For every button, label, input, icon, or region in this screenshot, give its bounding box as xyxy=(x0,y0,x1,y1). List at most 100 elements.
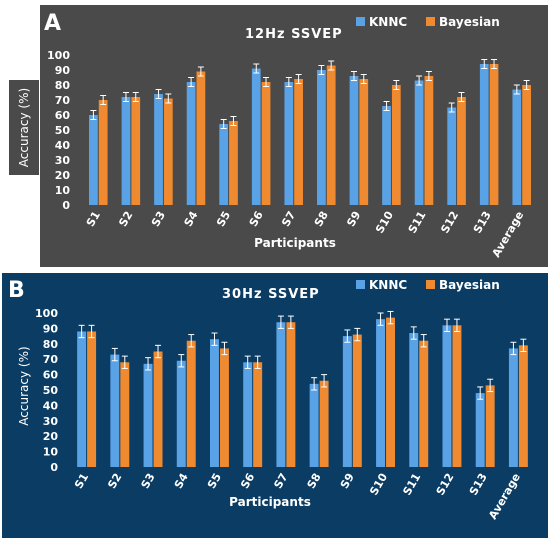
legend-swatch-knnc xyxy=(356,280,365,289)
y-axis-label: Accuracy (%) xyxy=(17,88,31,167)
panel-letter: A xyxy=(44,11,61,36)
bar-knnc-s9 xyxy=(342,336,352,467)
bars xyxy=(77,310,528,467)
bar-bayesian-average xyxy=(518,345,528,467)
error-bar xyxy=(165,93,172,104)
bar-bayesian-average xyxy=(522,85,531,205)
error-bar xyxy=(78,324,85,339)
error-bar xyxy=(287,315,294,329)
y-ticks: 0 10 20 30 40 50 60 70 80 90 100 xyxy=(35,307,58,474)
error-bar xyxy=(383,101,390,111)
bar-knnc-s11 xyxy=(409,333,419,467)
error-bar xyxy=(230,116,237,126)
bar-bayesian-s11 xyxy=(424,76,434,205)
error-bar xyxy=(513,84,520,95)
bar-bayesian-s4 xyxy=(196,71,206,205)
error-bar xyxy=(178,354,185,368)
error-bar xyxy=(111,347,118,362)
y-tick-label: 40 xyxy=(43,399,59,412)
bar-knnc-s1 xyxy=(77,331,87,467)
bar-knnc-average xyxy=(508,348,518,467)
legend-label-bayesian: Bayesian xyxy=(439,15,500,29)
bar-bayesian-s6 xyxy=(261,82,271,205)
y-tick-label: 20 xyxy=(43,430,59,443)
bar-knnc-s12 xyxy=(442,325,452,467)
y-tick-label: 10 xyxy=(43,446,59,459)
bar-bayesian-s7 xyxy=(286,322,296,467)
error-bar xyxy=(481,59,488,69)
legend: KNNC Bayesian xyxy=(356,15,500,29)
bar-bayesian-s3 xyxy=(163,98,173,205)
bar-knnc-s2 xyxy=(110,354,120,467)
y-tick-label: 90 xyxy=(43,322,59,335)
bar-bayesian-s7 xyxy=(294,79,303,205)
error-bar xyxy=(155,89,162,99)
error-bar xyxy=(420,334,427,348)
bar-knnc-s13 xyxy=(479,64,489,205)
bar-knnc-s5 xyxy=(210,339,219,467)
y-tick-label: 70 xyxy=(43,353,59,366)
bar-bayesian-s8 xyxy=(326,65,336,205)
legend-label-knnc: KNNC xyxy=(369,278,407,292)
bars xyxy=(89,59,531,205)
y-tick-label: 50 xyxy=(43,384,59,397)
bar-bayesian-s5 xyxy=(229,121,238,205)
chart-title: 12Hz SSVEP xyxy=(245,27,343,42)
error-bar xyxy=(377,312,384,326)
error-bar xyxy=(453,318,460,332)
bar-bayesian-s8 xyxy=(319,380,329,467)
y-tick-label: 20 xyxy=(55,169,71,182)
bar-knnc-s10 xyxy=(382,106,391,205)
error-bar xyxy=(121,355,128,369)
error-bar xyxy=(188,77,195,87)
bar-bayesian-s12 xyxy=(457,97,466,205)
error-bar xyxy=(360,74,367,84)
error-bar xyxy=(510,341,517,356)
bar-knnc-s13 xyxy=(475,393,485,467)
bar-knnc-s3 xyxy=(143,363,153,467)
y-tick-label: 50 xyxy=(55,124,71,137)
error-bar xyxy=(132,92,139,102)
error-bar xyxy=(122,92,129,102)
legend-swatch-knnc xyxy=(356,17,365,26)
bar-knnc-s9 xyxy=(349,76,359,205)
error-bar xyxy=(277,315,284,329)
y-tick-label: 100 xyxy=(47,49,70,62)
bar-bayesian-s2 xyxy=(131,97,141,205)
bar-bayesian-s12 xyxy=(452,325,462,467)
legend-swatch-bayesian xyxy=(426,17,435,26)
bar-knnc-s4 xyxy=(186,82,196,205)
y-tick-label: 10 xyxy=(55,184,71,197)
ylabel-box xyxy=(9,80,39,175)
bar-bayesian-s4 xyxy=(186,340,196,467)
error-bar xyxy=(523,80,530,90)
error-bar xyxy=(387,310,394,325)
error-bar xyxy=(88,324,95,339)
error-bar xyxy=(220,119,227,129)
bar-knnc-s6 xyxy=(251,68,261,205)
bar-bayesian-s5 xyxy=(219,348,229,467)
y-tick-label: 80 xyxy=(55,79,71,92)
y-tick-label: 90 xyxy=(55,64,71,77)
bar-bayesian-s9 xyxy=(352,334,362,467)
bar-knnc-s6 xyxy=(243,362,253,467)
y-tick-label: 60 xyxy=(43,369,59,382)
y-tick-label: 0 xyxy=(62,199,70,212)
legend-swatch-bayesian xyxy=(426,280,435,289)
bar-knnc-s3 xyxy=(154,94,163,205)
error-bar xyxy=(458,92,465,102)
bar-knnc-average xyxy=(512,89,522,205)
error-bar xyxy=(393,80,400,90)
error-bar xyxy=(354,327,361,342)
bar-knnc-s1 xyxy=(89,115,98,205)
error-bar xyxy=(145,357,152,371)
legend-label-knnc: KNNC xyxy=(369,15,407,29)
error-bar xyxy=(321,374,328,388)
y-tick-label: 60 xyxy=(55,109,71,122)
bar-knnc-s10 xyxy=(376,319,386,467)
error-bar xyxy=(350,71,357,81)
panel-letter: B xyxy=(8,278,25,303)
bar-bayesian-s6 xyxy=(253,362,263,467)
bar-bayesian-s13 xyxy=(485,385,495,467)
